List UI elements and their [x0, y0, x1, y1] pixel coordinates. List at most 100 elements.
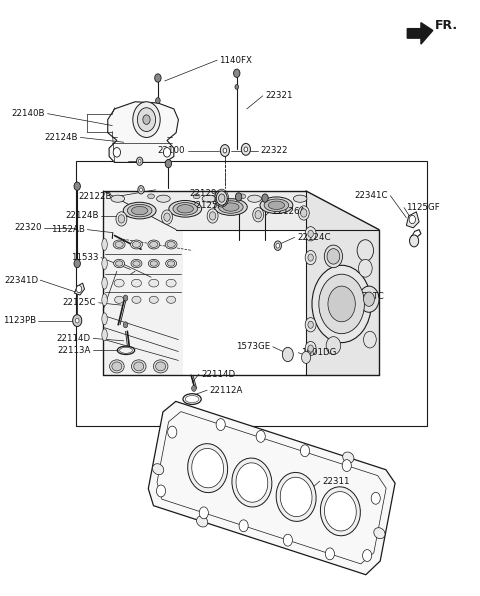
Text: 22125C: 22125C — [63, 298, 96, 308]
Circle shape — [298, 206, 309, 220]
Ellipse shape — [114, 259, 125, 268]
Circle shape — [308, 254, 313, 261]
Ellipse shape — [236, 463, 268, 502]
Circle shape — [305, 226, 316, 241]
Text: 22341C: 22341C — [355, 191, 388, 200]
Text: 22321: 22321 — [265, 91, 292, 100]
Circle shape — [312, 265, 371, 343]
Ellipse shape — [324, 245, 343, 268]
Text: 1125GF: 1125GF — [407, 203, 440, 212]
Circle shape — [220, 145, 229, 157]
Circle shape — [133, 102, 160, 138]
Circle shape — [409, 235, 419, 247]
Circle shape — [199, 507, 208, 519]
Circle shape — [218, 194, 225, 202]
Text: 22124B: 22124B — [65, 212, 98, 221]
Circle shape — [209, 212, 216, 220]
Text: 22122B: 22122B — [79, 193, 112, 201]
Circle shape — [308, 321, 313, 328]
Ellipse shape — [320, 487, 360, 536]
Circle shape — [256, 430, 265, 442]
Ellipse shape — [132, 241, 141, 247]
Circle shape — [308, 230, 313, 237]
Circle shape — [168, 426, 177, 438]
Ellipse shape — [114, 280, 124, 287]
Text: 22125A: 22125A — [191, 201, 224, 210]
Ellipse shape — [102, 257, 108, 269]
Circle shape — [138, 160, 141, 163]
Circle shape — [319, 274, 364, 334]
Circle shape — [305, 250, 316, 265]
Ellipse shape — [276, 473, 316, 522]
Circle shape — [253, 207, 264, 222]
Ellipse shape — [127, 204, 152, 217]
Ellipse shape — [326, 337, 341, 355]
Polygon shape — [407, 212, 419, 228]
Circle shape — [276, 243, 280, 248]
Text: 1571TC: 1571TC — [351, 292, 384, 302]
Ellipse shape — [165, 240, 177, 249]
Ellipse shape — [111, 195, 125, 202]
Circle shape — [305, 342, 316, 356]
Circle shape — [371, 492, 380, 504]
Ellipse shape — [215, 198, 247, 215]
Circle shape — [308, 345, 313, 352]
Ellipse shape — [192, 448, 224, 488]
Text: 22320: 22320 — [14, 224, 42, 232]
Circle shape — [274, 241, 281, 250]
Circle shape — [328, 286, 355, 322]
Text: 1123PB: 1123PB — [3, 316, 36, 325]
Ellipse shape — [268, 201, 285, 209]
Circle shape — [300, 445, 310, 457]
Circle shape — [123, 322, 128, 328]
Circle shape — [282, 347, 293, 362]
Ellipse shape — [196, 516, 208, 527]
Ellipse shape — [223, 203, 239, 211]
Bar — [76, 162, 427, 426]
Circle shape — [192, 386, 196, 392]
Polygon shape — [103, 191, 379, 229]
Ellipse shape — [168, 261, 175, 266]
Text: 11533: 11533 — [71, 253, 98, 262]
Ellipse shape — [374, 527, 385, 539]
Ellipse shape — [218, 201, 243, 213]
Ellipse shape — [343, 452, 354, 463]
Circle shape — [137, 108, 156, 132]
Circle shape — [244, 147, 248, 152]
Circle shape — [163, 148, 171, 157]
Text: 22129: 22129 — [190, 190, 217, 198]
Ellipse shape — [133, 261, 140, 266]
Ellipse shape — [202, 195, 216, 202]
Text: 22124B: 22124B — [45, 133, 78, 142]
Text: 22322: 22322 — [261, 146, 288, 155]
Ellipse shape — [239, 194, 246, 198]
Text: 22112A: 22112A — [209, 386, 243, 395]
Text: 22341D: 22341D — [4, 276, 38, 285]
Circle shape — [241, 144, 251, 156]
Circle shape — [74, 182, 80, 190]
Ellipse shape — [173, 203, 198, 215]
Circle shape — [357, 240, 373, 261]
Text: 22100: 22100 — [158, 146, 185, 155]
Circle shape — [75, 318, 79, 323]
Ellipse shape — [115, 296, 124, 303]
Ellipse shape — [134, 362, 144, 371]
Text: 1140FX: 1140FX — [219, 55, 252, 64]
Circle shape — [239, 520, 248, 532]
Ellipse shape — [248, 195, 262, 202]
Ellipse shape — [193, 194, 200, 198]
Ellipse shape — [102, 329, 108, 341]
Ellipse shape — [166, 259, 177, 268]
Ellipse shape — [115, 241, 123, 247]
Circle shape — [300, 209, 307, 217]
Circle shape — [207, 209, 218, 223]
Polygon shape — [108, 102, 179, 163]
Circle shape — [118, 215, 125, 223]
Circle shape — [223, 148, 227, 153]
Ellipse shape — [132, 280, 142, 287]
Ellipse shape — [260, 197, 293, 213]
Ellipse shape — [327, 249, 340, 264]
Text: 1573GE: 1573GE — [236, 342, 271, 351]
Circle shape — [362, 550, 372, 561]
Ellipse shape — [156, 362, 166, 371]
